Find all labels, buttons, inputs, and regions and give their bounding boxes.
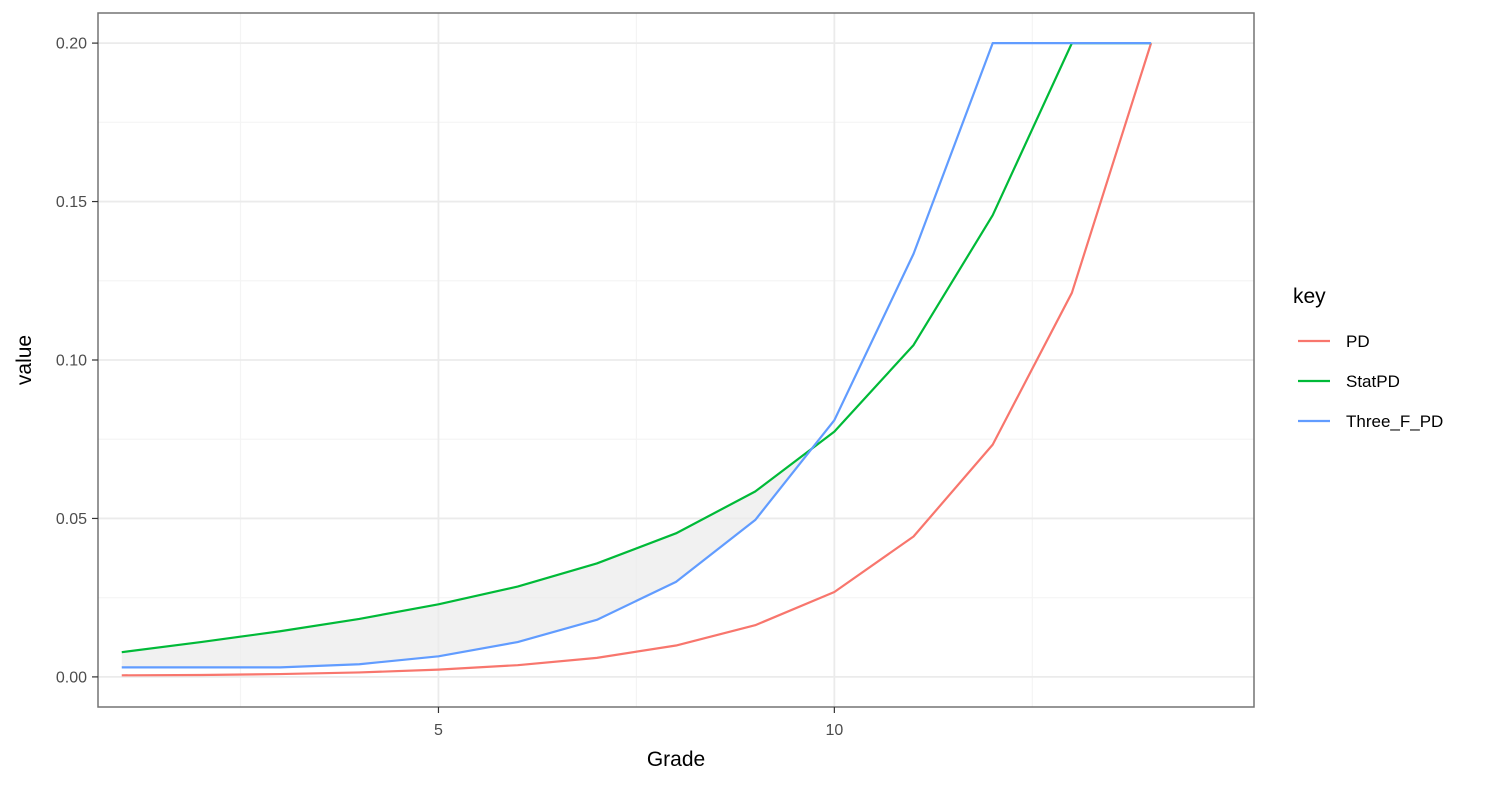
x-tick-label: 5 [434,722,443,739]
y-tick-label: 0.15 [56,194,87,211]
y-tick-label: 0.20 [56,36,87,53]
series-lines [121,42,1153,677]
legend-title: key [1293,285,1326,308]
x-axis-title: Grade [647,748,705,771]
legend: key PD StatPD Three_F_PD [1293,285,1443,431]
y-tick-label: 0.05 [56,511,87,528]
series-line-statpd [121,42,1152,654]
series-line-pd [121,42,1153,677]
y-axis-title: value [13,335,36,385]
series-line-three-f-pd [121,42,1152,669]
y-tick-label: 0.10 [56,353,87,370]
y-tick-label: 0.00 [56,669,87,686]
shaded-band [121,445,815,668]
legend-label-statpd: StatPD [1346,372,1400,391]
band-area [121,445,815,668]
legend-label-three-f-pd: Three_F_PD [1346,412,1443,431]
y-axis-ticks: 0.00 0.05 0.10 0.15 0.20 [56,36,98,686]
major-gridlines [98,13,1254,707]
x-axis-ticks: 5 10 [434,707,843,739]
x-tick-label: 10 [825,722,843,739]
legend-label-pd: PD [1346,332,1370,351]
